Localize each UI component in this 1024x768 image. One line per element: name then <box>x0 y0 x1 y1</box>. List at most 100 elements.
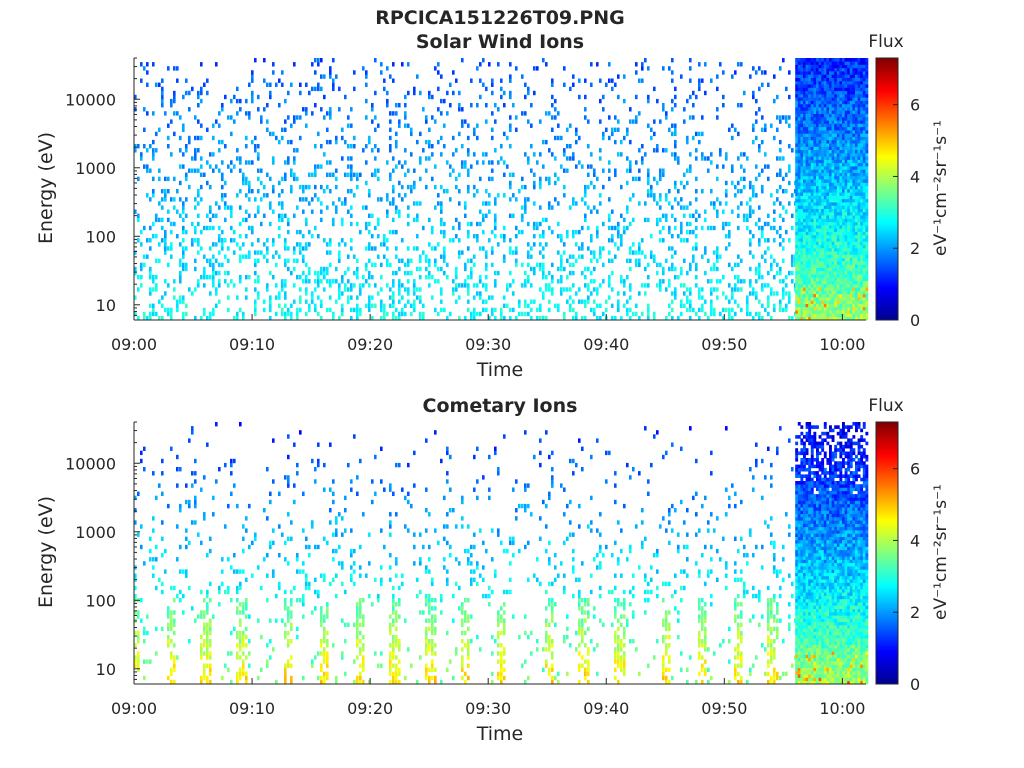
flux-cell <box>800 241 804 245</box>
flux-cell <box>847 215 851 219</box>
flux-cell <box>470 258 473 263</box>
flux-cell <box>200 156 203 161</box>
flux-cell <box>860 120 864 124</box>
flux-cell <box>791 279 794 284</box>
flux-cell <box>829 110 832 114</box>
flux-cell <box>566 275 569 280</box>
flux-cell <box>263 184 266 190</box>
flux-cell <box>823 120 827 124</box>
flux-cell <box>599 315 602 321</box>
flux-cell <box>467 291 470 296</box>
flux-cell <box>326 307 329 313</box>
flux-cell <box>857 87 861 92</box>
flux-cell <box>671 315 674 321</box>
flux-cell <box>377 148 380 153</box>
flux-cell <box>816 225 819 229</box>
flux-cell <box>563 287 566 292</box>
flux-cell <box>488 176 491 182</box>
flux-cell <box>380 275 383 280</box>
flux-cell <box>829 120 832 124</box>
flux-cell <box>638 176 641 182</box>
flux-cell <box>299 287 302 292</box>
flux-cell <box>518 311 521 317</box>
flux-cell <box>800 257 804 262</box>
flux-cell <box>338 197 341 202</box>
flux-cell <box>849 139 853 144</box>
flux-cell <box>829 80 832 85</box>
flux-cell <box>440 307 443 313</box>
flux-cell <box>813 218 817 223</box>
flux-cell <box>143 66 146 71</box>
flux-cell <box>803 241 806 245</box>
flux-cell <box>485 307 488 313</box>
flux-cell <box>818 77 822 82</box>
flux-cell <box>839 90 843 95</box>
flux-cell <box>296 258 299 263</box>
flux-cell <box>737 131 740 137</box>
flux-cell <box>425 275 428 280</box>
flux-cell <box>852 107 856 111</box>
flux-cell <box>296 205 299 210</box>
flux-cell <box>836 241 840 245</box>
flux-cell <box>332 172 335 177</box>
flux-cell <box>823 244 827 249</box>
flux-cell <box>737 180 740 186</box>
flux-cell <box>392 184 395 190</box>
flux-cell <box>665 197 668 202</box>
flux-cell <box>173 221 176 227</box>
flux-cell <box>821 251 825 255</box>
flux-cell <box>826 247 830 252</box>
flux-cell <box>725 189 728 194</box>
flux-cell <box>785 307 788 313</box>
flux-cell <box>855 297 858 301</box>
flux-cell <box>844 189 848 193</box>
flux-cell <box>524 201 527 206</box>
flux-cell <box>425 115 428 120</box>
x-tick-label: 09:30 <box>465 335 511 354</box>
flux-cell <box>761 127 764 132</box>
flux-cell <box>826 179 830 183</box>
flux-cell <box>323 115 326 120</box>
flux-cell <box>852 241 856 245</box>
flux-cell <box>862 64 866 69</box>
flux-cell <box>808 153 812 157</box>
flux-cell <box>686 307 689 313</box>
flux-cell <box>563 184 566 190</box>
flux-cell <box>323 74 326 79</box>
flux-cell <box>862 257 866 262</box>
flux-cell <box>823 159 827 164</box>
flux-cell <box>749 238 752 243</box>
flux-cell <box>795 100 799 105</box>
flux-cell <box>847 221 851 226</box>
flux-cell <box>347 156 350 161</box>
flux-cell <box>839 71 843 75</box>
flux-cell <box>800 316 804 321</box>
flux-cell <box>761 315 764 321</box>
flux-cell <box>857 185 861 190</box>
flux-cell <box>857 202 861 206</box>
flux-cell <box>611 238 614 243</box>
flux-cell <box>810 67 814 72</box>
flux-cell <box>847 117 851 121</box>
flux-cell <box>842 94 845 98</box>
flux-cell <box>641 238 644 243</box>
flux-cell <box>329 262 332 268</box>
flux-cell <box>857 156 861 160</box>
flux-cell <box>779 201 782 206</box>
flux-cell <box>152 279 155 284</box>
flux-cell <box>826 120 830 124</box>
flux-cell <box>383 307 386 313</box>
flux-cell <box>608 279 611 284</box>
flux-cell <box>818 215 822 219</box>
flux-cell <box>823 267 827 272</box>
flux-cell <box>290 168 293 173</box>
flux-cell <box>164 242 167 247</box>
flux-cell <box>494 119 497 124</box>
flux-cell <box>852 261 856 265</box>
flux-cell <box>816 61 819 65</box>
flux-cell <box>797 162 801 167</box>
flux-cell <box>791 258 794 263</box>
flux-cell <box>852 149 856 154</box>
flux-cell <box>626 131 629 137</box>
flux-cell <box>808 277 812 281</box>
